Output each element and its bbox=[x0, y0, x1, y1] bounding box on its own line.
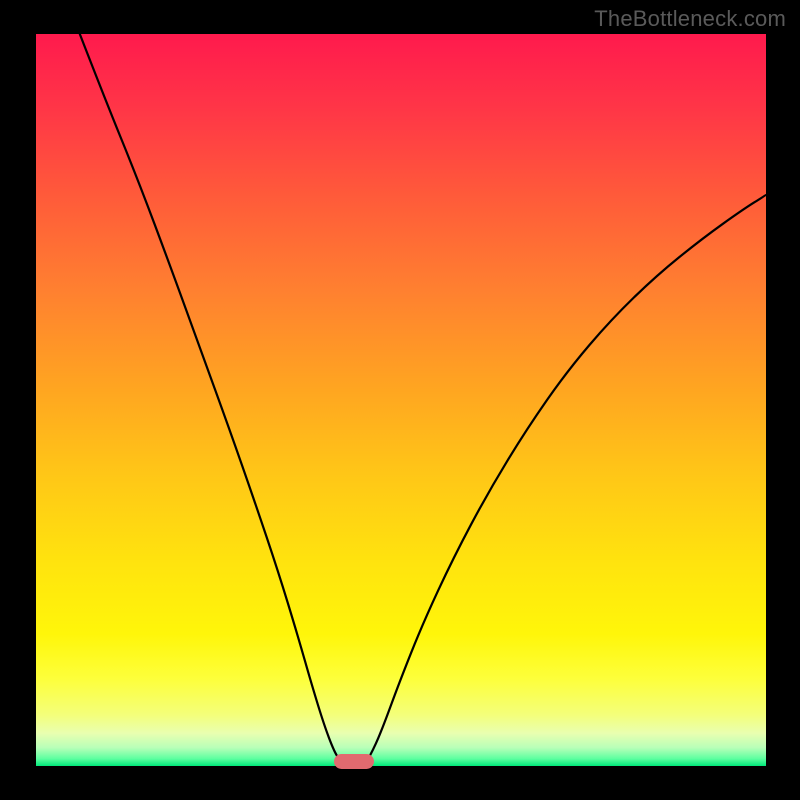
watermark-text: TheBottleneck.com bbox=[594, 6, 786, 32]
curve-left-branch bbox=[80, 34, 340, 760]
optimum-marker bbox=[334, 754, 374, 769]
plot-area bbox=[36, 34, 766, 766]
chart-container: TheBottleneck.com bbox=[0, 0, 800, 800]
curve-right-branch bbox=[367, 195, 766, 760]
bottleneck-curve bbox=[36, 34, 766, 766]
